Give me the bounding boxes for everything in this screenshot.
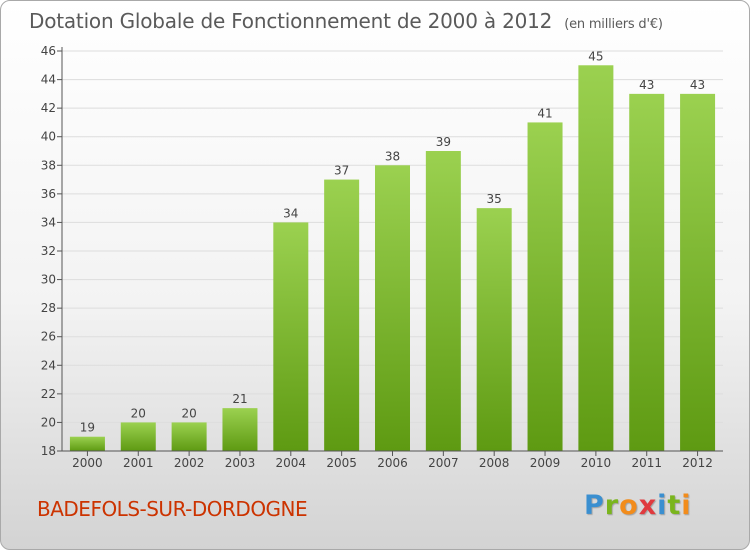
bar-value-label: 43	[639, 78, 654, 92]
bar-value-label: 20	[131, 406, 146, 420]
y-tick-label: 32	[41, 244, 56, 258]
x-tick-label: 2007	[428, 456, 459, 470]
logo-letter: i	[657, 490, 668, 521]
x-tick-label: 2005	[326, 456, 357, 470]
bar-2005	[324, 179, 360, 452]
y-tick-label: 44	[41, 73, 56, 87]
bar-2004	[273, 222, 309, 451]
bar-2007	[425, 151, 461, 451]
logo-letter: t	[667, 490, 682, 521]
x-tick-label: 2003	[225, 456, 256, 470]
bar-value-label: 21	[232, 392, 247, 406]
labels: 18 20 22 24 26 28 30 32 34 36 38 40 42 44 46 19 2000 20 20…	[41, 44, 713, 470]
y-tick-label: 40	[41, 130, 56, 144]
x-tick-label: 2002	[174, 456, 205, 470]
y-tick-label: 34	[41, 215, 56, 229]
bar-2003	[222, 408, 258, 451]
bar-2011	[629, 93, 665, 451]
bar-2012	[680, 93, 716, 451]
x-tick-label: 2011	[631, 456, 662, 470]
bar-value-label: 34	[283, 206, 298, 220]
axes	[57, 47, 723, 456]
bar-value-label: 41	[537, 106, 552, 120]
y-tick-label: 30	[41, 273, 56, 287]
bar-value-label: 37	[334, 164, 349, 178]
x-tick-label: 2006	[377, 456, 408, 470]
bars	[69, 65, 716, 452]
bar-2001	[120, 422, 156, 451]
x-tick-label: 2000	[72, 456, 103, 470]
bar-value-label: 35	[487, 192, 502, 206]
x-tick-label: 2009	[530, 456, 561, 470]
bar-2006	[375, 165, 410, 452]
y-tick-label: 38	[41, 158, 56, 172]
logo-letter: r	[604, 490, 620, 521]
x-tick-label: 2001	[123, 456, 154, 470]
y-tick-label: 28	[41, 301, 56, 315]
bar-value-label: 19	[80, 421, 95, 435]
bar-2009	[527, 122, 563, 451]
y-tick-label: 36	[41, 187, 56, 201]
bar-value-label: 43	[690, 78, 705, 92]
y-tick-label: 24	[41, 358, 56, 372]
x-tick-label: 2008	[479, 456, 510, 470]
chart-title-text: Dotation Globale de Fonctionnement de 20…	[29, 9, 553, 33]
y-tick-label: 46	[41, 44, 56, 58]
y-tick-label: 26	[41, 330, 56, 344]
bar-2010	[578, 65, 614, 452]
x-tick-label: 2012	[682, 456, 713, 470]
logo-letter: o	[619, 490, 639, 521]
logo-letter: i	[681, 490, 692, 521]
bar-2008	[476, 208, 512, 451]
bar-2002	[171, 422, 207, 451]
bar-2000	[69, 436, 105, 451]
proxiti-logo[interactable]: Proxiti	[584, 490, 692, 521]
bar-value-label: 45	[588, 49, 603, 63]
logo-letter: P	[584, 490, 605, 521]
commune-name: BADEFOLS-SUR-DORDOGNE	[37, 497, 308, 521]
x-tick-label: 2010	[581, 456, 612, 470]
y-tick-label: 22	[41, 387, 56, 401]
bar-value-label: 20	[181, 406, 196, 420]
y-tick-label: 18	[41, 444, 56, 458]
y-tick-label: 20	[41, 415, 56, 429]
y-tick-label: 42	[41, 101, 56, 115]
chart-title: Dotation Globale de Fonctionnement de 20…	[29, 9, 663, 33]
logo-letter: x	[638, 490, 658, 521]
bar-value-label: 39	[436, 135, 451, 149]
chart-unit: (en milliers d'€)	[564, 17, 663, 32]
x-tick-label: 2004	[276, 456, 307, 470]
bar-value-label: 38	[385, 149, 400, 163]
